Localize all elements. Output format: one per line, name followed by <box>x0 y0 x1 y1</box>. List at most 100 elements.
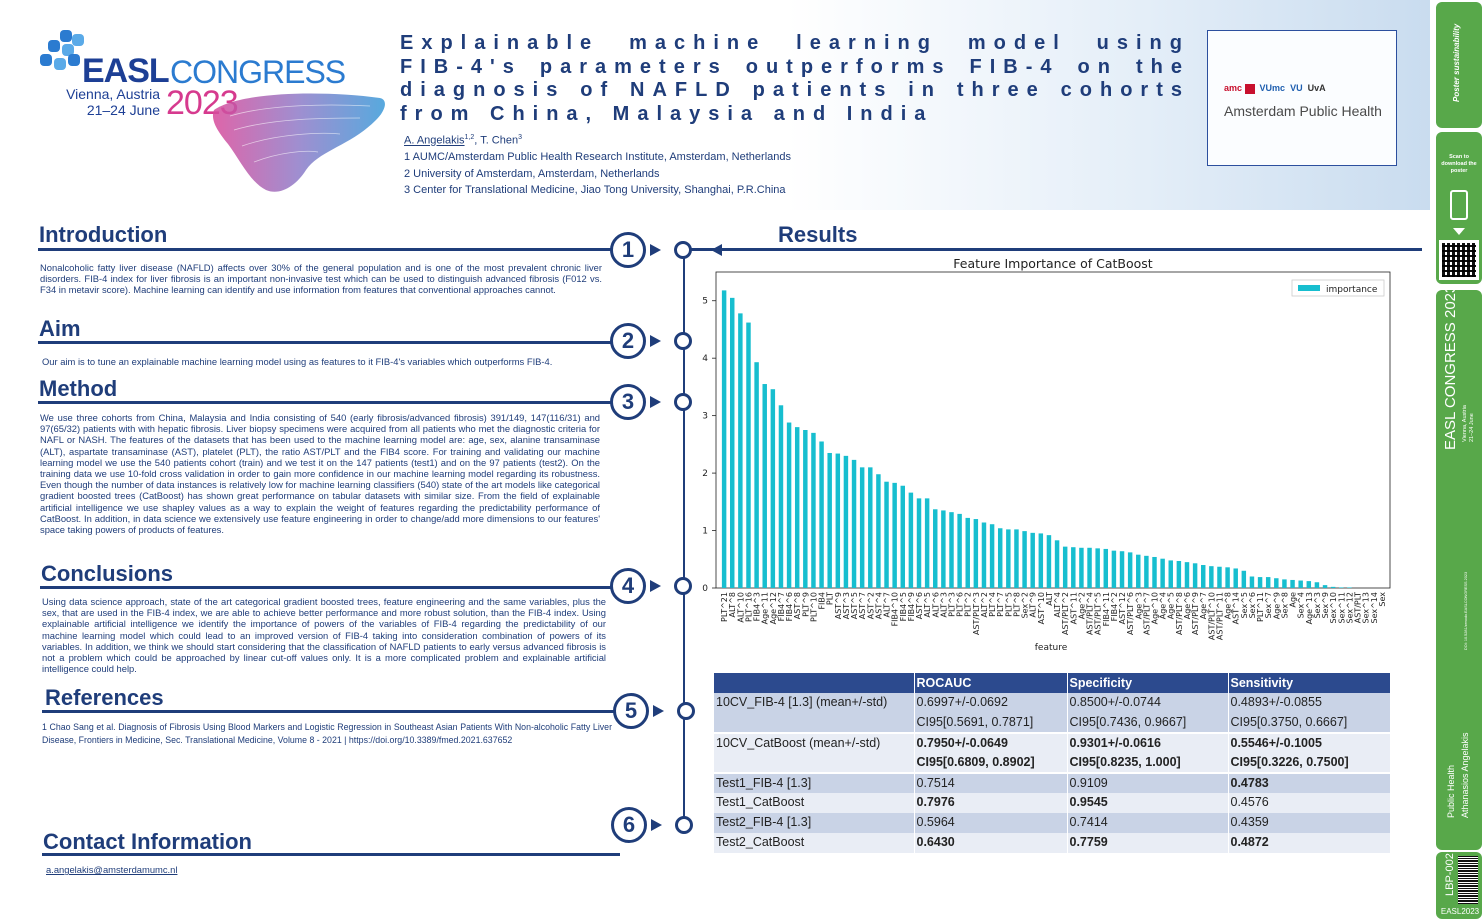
chart-bar <box>924 498 930 588</box>
phone-icon <box>1450 190 1468 220</box>
logo-congress-text: CONGRESS <box>170 54 346 90</box>
section-number-3: 3 <box>610 384 646 420</box>
contact-email-link[interactable]: a.angelakis@amsterdamumc.nl <box>46 864 178 875</box>
table-cell: CI95[0.3226, 0.7500] <box>1228 753 1391 773</box>
x-tick-label: ALT^9 <box>1029 592 1038 618</box>
qr-code-icon[interactable] <box>1439 240 1479 280</box>
method-rule <box>38 401 618 404</box>
chart-bar <box>1249 576 1255 588</box>
logo-dates: 21–24 June <box>86 102 160 118</box>
x-tick-label: Sex^5 <box>1240 592 1249 618</box>
x-tick-label: Sex^8 <box>1280 592 1289 618</box>
y-tick-label: 0 <box>702 584 708 594</box>
table-cell: Test2_CatBoost <box>714 833 915 853</box>
poster-title: Explainable machine learning model using… <box>400 32 1190 125</box>
chart-bar <box>1144 555 1149 588</box>
x-tick-label: PLT^5 <box>1004 592 1013 617</box>
x-tick-label: PLT^2 <box>964 592 973 617</box>
node-6-icon <box>675 816 693 834</box>
logo-city: Vienna, Austria <box>66 86 160 102</box>
y-tick-label: 2 <box>702 469 708 479</box>
table-body: 10CV_FIB-4 [1.3] (mean+/-std) 0.6997+/-0.… <box>714 693 1391 853</box>
feature-importance-chart: Feature Importance of CatBoost 0 1 2 3 4 5 PLT^… <box>702 258 1391 653</box>
sidebar-scan-text: Scan to download the poster <box>1441 154 1477 174</box>
table-row: Test2_CatBoost 0.6430 0.7759 0.4872 <box>714 833 1391 853</box>
sidebar-city: Vienna, Austria <box>1462 405 1468 442</box>
x-tick-label: PLT^3 <box>947 592 956 617</box>
x-tick-label: Age^12 <box>769 592 778 624</box>
conclusions-rule <box>40 586 618 589</box>
x-tick-label: Sex^12 <box>1345 592 1354 623</box>
partner-logo-box: amc VUmc VU UvA Amsterdam Public Health <box>1207 30 1397 166</box>
chart-bar <box>1046 535 1052 588</box>
table-row: Test2_FIB-4 [1.3] 0.5964 0.7414 0.4359 <box>714 813 1391 833</box>
table-cell: CI95[0.7436, 0.9667] <box>1067 713 1229 733</box>
table-cell: 0.4893+/-0.0855 <box>1228 693 1391 713</box>
barcode-icon <box>1458 856 1478 904</box>
chart-bar <box>1152 556 1157 588</box>
chart-bar <box>941 510 946 588</box>
method-title: Method <box>39 376 118 401</box>
x-tick-label: PLT^7 <box>996 592 1005 617</box>
x-tick-label: ALT^4 <box>1053 592 1062 618</box>
chart-bar <box>721 290 727 588</box>
chart-bar <box>1241 570 1247 588</box>
section-number-4: 4 <box>610 568 646 604</box>
x-tick-label: Sex^13 <box>1362 592 1371 623</box>
x-tick-label: AST/PLT^7 <box>1142 592 1151 635</box>
chart-bar <box>868 467 873 588</box>
x-tick-label: PLT^21 <box>720 592 729 622</box>
x-tick-label: AST^12 <box>1118 592 1127 624</box>
chart-bar <box>1038 533 1044 588</box>
table-cell: 0.6430 <box>914 833 1068 853</box>
x-tick-label: Age <box>1289 592 1298 608</box>
chart-bar <box>1111 550 1117 588</box>
sidebar-sustainability-label: Poster sustainability <box>1452 23 1461 102</box>
x-tick-label: Sex <box>1378 592 1387 607</box>
chart-bar <box>1071 547 1076 588</box>
chart-bar <box>1298 580 1303 588</box>
affiliation-2: 2 University of Amsterdam, Amsterdam, Ne… <box>404 168 660 180</box>
table-row: 10CV_CatBoost (mean+/-std) 0.7950+/-0.064… <box>714 732 1391 753</box>
contact-rule <box>42 853 620 856</box>
chart-bar <box>989 524 995 588</box>
x-tick-label: AST/PLT^2 <box>1061 592 1070 635</box>
table-header-rocauc: ROCAUC <box>914 673 1068 693</box>
chart-bar <box>1274 578 1279 588</box>
results-rule <box>690 248 1422 251</box>
sidebar-code-tile: LBP-002 EASL2023 <box>1436 852 1482 919</box>
author-1: A. Angelakis <box>404 134 465 147</box>
partner-logos: amc VUmc VU UvA <box>1224 83 1326 94</box>
sidebar-code: LBP-002 <box>1444 853 1456 896</box>
aim-rule <box>38 341 618 344</box>
table-cell: 0.5964 <box>914 813 1068 833</box>
x-tick-label: FIB4^11 <box>1102 592 1111 626</box>
contact-title: Contact Information <box>43 829 252 854</box>
chart-bar <box>957 513 962 588</box>
chart-bar <box>730 297 735 588</box>
arrow-4-icon <box>650 580 661 592</box>
arrow-2-icon <box>650 335 661 347</box>
results-title: Results <box>778 222 858 247</box>
table-cell: CI95[0.3750, 0.6667] <box>1228 713 1391 733</box>
x-tick-label: AST^4 <box>874 592 883 619</box>
amc-logo: amc <box>1224 83 1243 93</box>
x-tick-label: AST^7 <box>858 592 867 619</box>
x-tick-label: PLT^16 <box>744 592 753 622</box>
sidebar-download-tile: Scan to download the poster <box>1436 132 1482 284</box>
chart-bar <box>843 455 849 588</box>
x-tick-label: Sex^10 <box>1329 592 1338 623</box>
section-number-1: 1 <box>610 232 646 268</box>
chart-bar <box>1200 565 1206 588</box>
chart-bar <box>876 474 881 588</box>
x-tick-label: AST/PLT^11 <box>1215 592 1224 640</box>
x-tick-label: Age^3 <box>1134 592 1143 619</box>
x-tick-label: FIB4^7 <box>777 592 786 621</box>
chart-bar <box>1257 577 1263 588</box>
introduction-rule <box>38 248 618 251</box>
x-tick-label: Sex^7 <box>1264 592 1273 618</box>
introduction-title: Introduction <box>39 222 168 247</box>
chart-bar <box>1054 540 1060 588</box>
sidebar-dates: 21–24 June <box>1469 413 1475 442</box>
chart-bar <box>1339 587 1344 588</box>
